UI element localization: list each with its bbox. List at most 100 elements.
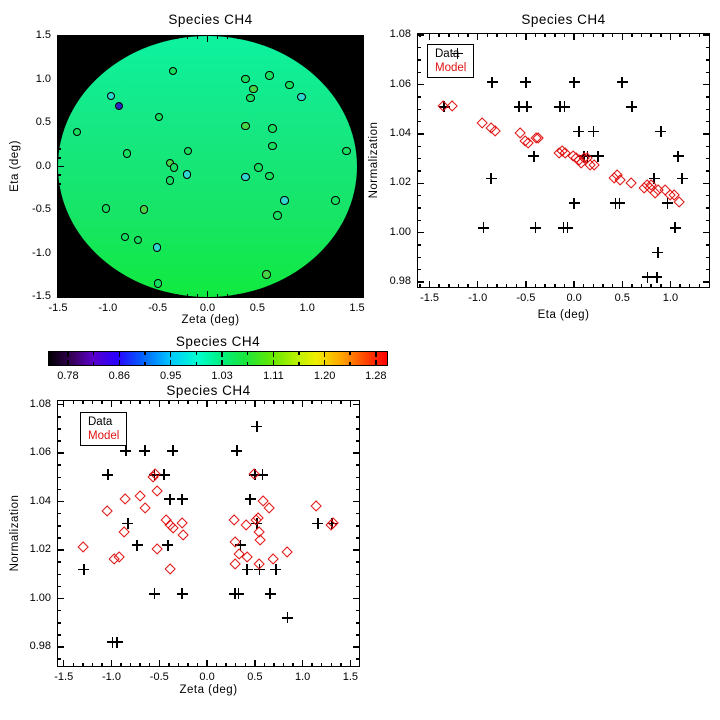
- y-tick-label: 0.5: [35, 116, 51, 128]
- y-tick-label: 1.0: [35, 72, 51, 85]
- data-point-plus: [264, 588, 276, 600]
- axis-tick: [58, 500, 64, 503]
- axis-minor-tick: [611, 34, 614, 38]
- colorbar-minor-tick: [92, 352, 95, 355]
- data-point-plus: [676, 172, 688, 184]
- axis-minor-tick: [58, 488, 62, 491]
- axis-minor-tick: [215, 662, 218, 666]
- x-tick-label: 0.0: [199, 671, 215, 683]
- axis-minor-tick: [320, 401, 323, 405]
- axis-minor-tick: [139, 662, 141, 666]
- axis-minor-tick: [534, 283, 537, 287]
- axis-minor-tick: [640, 34, 643, 38]
- axis-minor-tick: [592, 283, 595, 287]
- axis-tick: [349, 401, 352, 407]
- axis-minor-tick: [505, 283, 508, 287]
- axis-tick: [58, 597, 64, 600]
- axis-minor-tick: [359, 183, 363, 185]
- map-marker: [165, 176, 175, 185]
- data-point-plus: [616, 76, 628, 88]
- axis-minor-tick: [148, 401, 151, 405]
- model-point-diamond: [310, 500, 323, 512]
- axis-minor-tick: [196, 401, 199, 405]
- y-tick-label: 0.98: [29, 640, 51, 653]
- axis-minor-tick: [58, 573, 62, 576]
- axis-tick: [156, 36, 159, 42]
- axis-tick: [158, 401, 161, 407]
- axis-minor-tick: [286, 36, 288, 40]
- colorbar-minor-tick: [349, 352, 351, 355]
- axis-minor-tick: [467, 34, 469, 38]
- map-marker: [254, 163, 263, 172]
- zeta-plot-title: Species CH4: [166, 383, 251, 398]
- axis-minor-tick: [196, 36, 199, 40]
- axis-minor-tick: [58, 476, 62, 479]
- axis-minor-tick: [120, 401, 122, 405]
- data-point-plus: [176, 588, 188, 600]
- axis-minor-tick: [705, 244, 709, 246]
- zeta-plot-legend: Data Model: [80, 412, 128, 446]
- colorbar-tick-label: 1.28: [365, 370, 387, 382]
- axis-minor-tick: [355, 440, 359, 442]
- axis-minor-tick: [91, 662, 94, 666]
- axis-minor-tick: [705, 219, 709, 222]
- axis-minor-tick: [282, 662, 285, 666]
- axis-minor-tick: [359, 104, 363, 107]
- axis-minor-tick: [292, 401, 294, 405]
- data-point-plus: [167, 445, 179, 457]
- axis-minor-tick: [58, 464, 62, 466]
- axis-minor-tick: [168, 401, 170, 405]
- axis-minor-tick: [58, 244, 62, 246]
- map-marker: [152, 243, 162, 252]
- axis-minor-tick: [418, 108, 422, 111]
- axis-minor-tick: [486, 283, 489, 287]
- map-x-axis-label: Zeta (deg): [181, 314, 240, 326]
- axis-minor-tick: [457, 34, 460, 38]
- legend-data-label: Data: [88, 416, 113, 428]
- axis-minor-tick: [58, 113, 62, 116]
- axis-minor-tick: [602, 34, 604, 38]
- axis-minor-tick: [602, 283, 604, 287]
- axis-minor-tick: [296, 293, 298, 297]
- axis-tick: [301, 401, 304, 407]
- map-marker: [154, 112, 164, 122]
- data-point-plus: [122, 517, 134, 529]
- data-point-plus: [78, 564, 90, 575]
- axis-minor-tick: [215, 401, 218, 405]
- axis-minor-tick: [292, 662, 294, 666]
- colorbar-tick-label: 0.95: [159, 370, 182, 382]
- model-point-diamond: [119, 492, 132, 505]
- axis-tick: [58, 209, 64, 211]
- axis-minor-tick: [129, 401, 132, 405]
- axis-minor-tick: [355, 658, 359, 660]
- map-marker: [153, 279, 163, 288]
- map-marker: [297, 92, 306, 102]
- data-point-plus: [111, 636, 123, 648]
- axis-tick: [110, 401, 113, 407]
- map-title: Species CH4: [168, 12, 253, 27]
- axis-minor-tick: [176, 36, 179, 40]
- map-marker: [273, 211, 282, 220]
- axis-minor-tick: [660, 34, 662, 38]
- data-point-plus: [164, 493, 176, 505]
- map-marker: [114, 101, 124, 111]
- data-point-plus: [231, 445, 243, 457]
- x-tick-label: 1.0: [662, 292, 679, 304]
- data-point-plus: [662, 197, 674, 209]
- axis-minor-tick: [146, 293, 149, 297]
- data-point-plus: [568, 197, 580, 209]
- axis-minor-tick: [58, 148, 62, 150]
- axis-minor-tick: [58, 200, 62, 203]
- axis-minor-tick: [660, 283, 662, 287]
- axis-minor-tick: [486, 34, 489, 38]
- map-marker: [139, 205, 149, 214]
- x-tick-label: 1.5: [349, 302, 365, 314]
- axis-minor-tick: [340, 401, 342, 405]
- data-point-plus: [485, 172, 497, 184]
- data-point-plus: [244, 493, 256, 505]
- axis-tick: [669, 281, 672, 287]
- axis-minor-tick: [196, 293, 199, 297]
- axis-minor-tick: [650, 283, 652, 287]
- colorbar-tick: [375, 352, 377, 357]
